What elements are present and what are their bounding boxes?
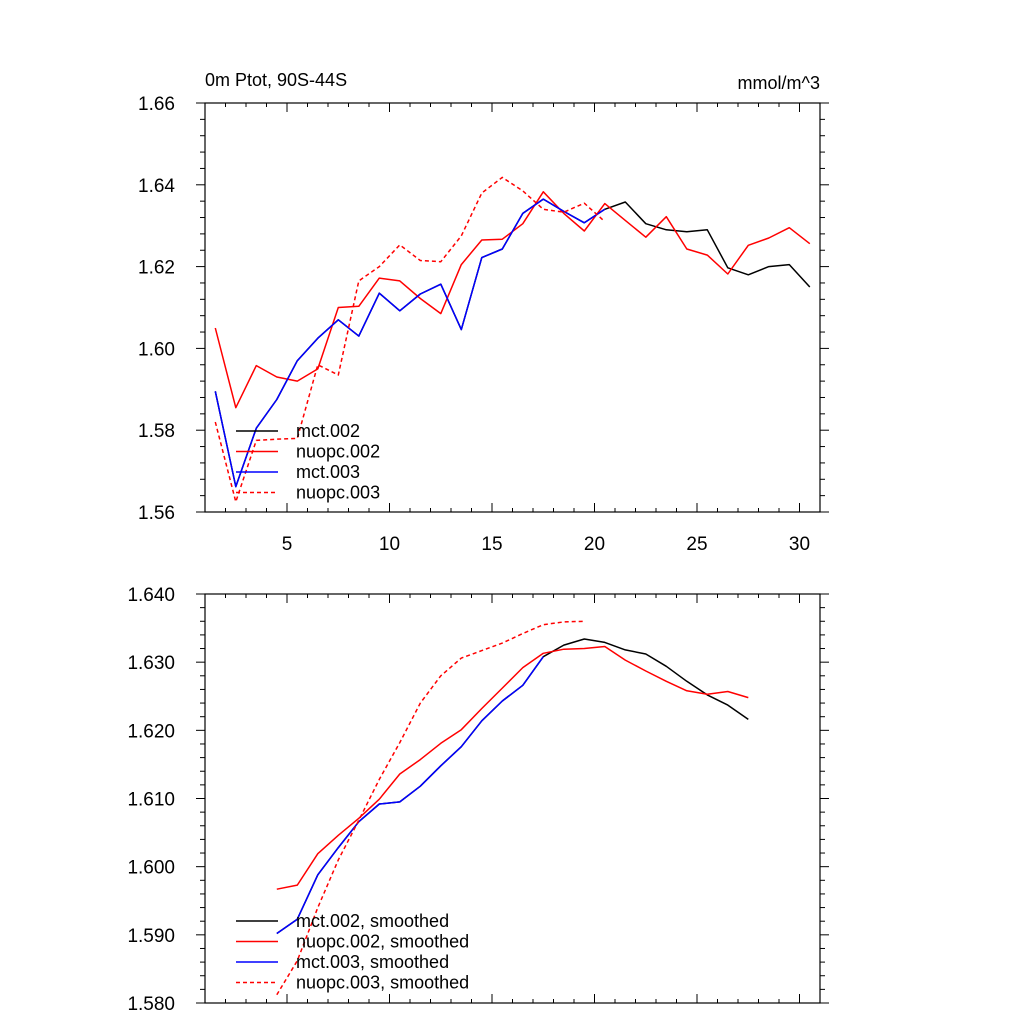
y-tick-label: 1.590 — [127, 926, 175, 947]
x-tick-label: 5 — [282, 534, 293, 555]
series-line-nuopc-002-smoothed — [276, 645, 749, 890]
y-tick-label: 1.56 — [138, 503, 175, 524]
chart-panel-1: 5 10 15 20 25 30 1.56 1.58 1.60 1.62 1.64 1.66 0m Pt… — [138, 70, 829, 555]
x-tick-label: 15 — [481, 534, 502, 555]
x-tick-label: 30 — [789, 534, 810, 555]
legend-label: mct.003, smoothed — [296, 952, 449, 972]
legend-label: mct.002 — [296, 421, 360, 441]
y-tick-label: 1.580 — [127, 994, 175, 1015]
series-line-nuopc-003-smoothed — [276, 620, 585, 996]
x-tick-label: 20 — [584, 534, 605, 555]
series-line-nuopc-002 — [214, 191, 811, 409]
legend-label: nuopc.003, smoothed — [296, 973, 469, 993]
y-tick-label: 1.60 — [138, 339, 175, 360]
y-tick-label: 1.66 — [138, 94, 175, 115]
legend-label: nuopc.003 — [296, 483, 380, 503]
x-tick-label: 10 — [379, 534, 400, 555]
legend-label: mct.002, smoothed — [296, 911, 449, 931]
y-tick-label: 1.600 — [127, 858, 175, 879]
x-tick-label: 25 — [686, 534, 707, 555]
y-tick-label: 1.58 — [138, 421, 175, 442]
y-tick-label: 1.620 — [127, 721, 175, 742]
series-line-mct-003-smoothed — [276, 656, 544, 935]
units-label: mmol/m^3 — [738, 73, 820, 93]
y-tick-label: 1.640 — [127, 585, 175, 606]
legend-label: mct.003 — [296, 462, 360, 482]
series-line-mct-003 — [214, 198, 606, 488]
y-tick-label: 1.630 — [127, 653, 175, 674]
y-tick-label: 1.610 — [127, 790, 175, 811]
legend-label: nuopc.002 — [296, 442, 380, 462]
series-line-nuopc-003 — [214, 176, 606, 503]
y-tick-label: 1.62 — [138, 258, 175, 279]
y-tick-label: 1.64 — [138, 176, 175, 197]
legend-label: nuopc.002, smoothed — [296, 932, 469, 952]
chart-title: 0m Ptot, 90S-44S — [205, 70, 347, 90]
chart-panel-2: 1.580 1.590 1.600 1.610 1.620 1.630 1.640 mct.0… — [127, 585, 829, 1015]
series-line-mct-002-smoothed — [276, 638, 749, 935]
